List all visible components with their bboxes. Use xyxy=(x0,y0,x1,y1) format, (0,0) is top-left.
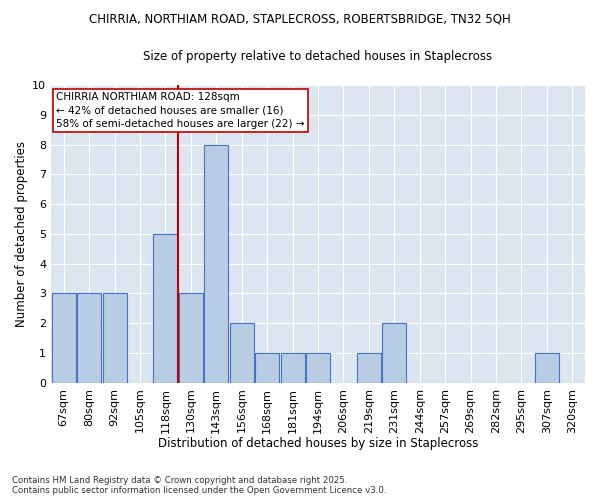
Bar xyxy=(77,294,101,383)
Bar xyxy=(535,353,559,383)
Y-axis label: Number of detached properties: Number of detached properties xyxy=(15,141,28,327)
Bar xyxy=(281,353,305,383)
Bar xyxy=(382,324,406,383)
Text: CHIRRIA, NORTHIAM ROAD, STAPLECROSS, ROBERTSBRIDGE, TN32 5QH: CHIRRIA, NORTHIAM ROAD, STAPLECROSS, ROB… xyxy=(89,12,511,26)
Bar xyxy=(52,294,76,383)
Bar xyxy=(255,353,279,383)
Bar xyxy=(154,234,178,383)
Bar xyxy=(306,353,330,383)
Title: Size of property relative to detached houses in Staplecross: Size of property relative to detached ho… xyxy=(143,50,493,63)
Bar xyxy=(230,324,254,383)
Bar xyxy=(179,294,203,383)
Text: CHIRRIA NORTHIAM ROAD: 128sqm
← 42% of detached houses are smaller (16)
58% of s: CHIRRIA NORTHIAM ROAD: 128sqm ← 42% of d… xyxy=(56,92,305,129)
Bar xyxy=(204,144,229,383)
Bar xyxy=(357,353,381,383)
X-axis label: Distribution of detached houses by size in Staplecross: Distribution of detached houses by size … xyxy=(158,437,478,450)
Text: Contains HM Land Registry data © Crown copyright and database right 2025.
Contai: Contains HM Land Registry data © Crown c… xyxy=(12,476,386,495)
Bar xyxy=(103,294,127,383)
